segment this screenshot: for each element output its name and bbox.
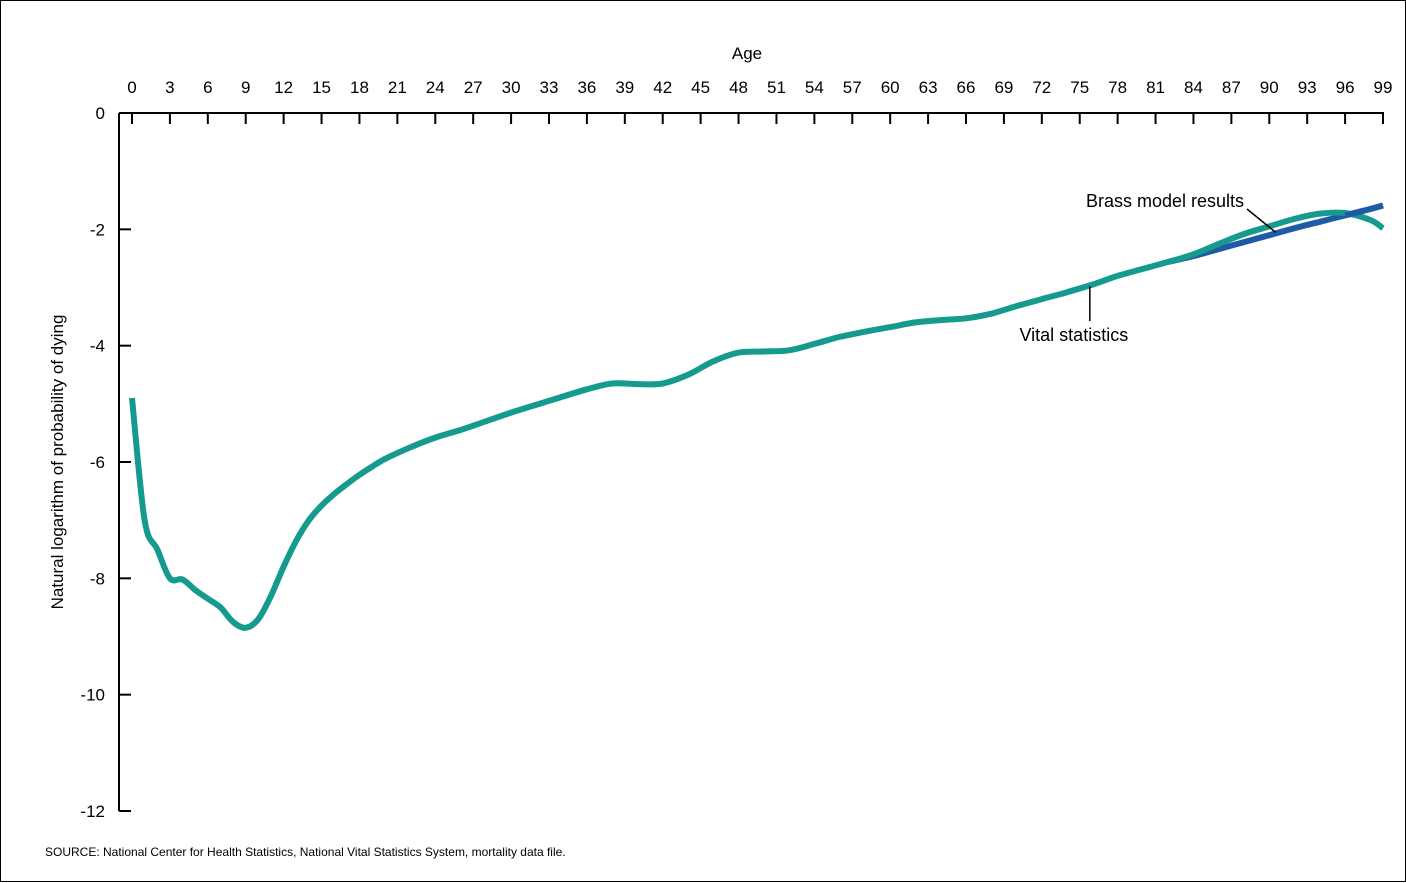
y-tick-label: -2: [90, 220, 105, 239]
x-tick-label: 72: [1032, 78, 1051, 97]
x-tick-label: 93: [1298, 78, 1317, 97]
annotation-brass-model-results: Brass model results: [1086, 191, 1244, 211]
series-line-brass-tail: [1344, 202, 1384, 219]
y-tick-label: -10: [80, 686, 105, 705]
x-tick-label: 30: [502, 78, 521, 97]
series-line-vital-statistics: [129, 209, 1385, 631]
x-tick-label: 6: [203, 78, 212, 97]
annotation-layer: Brass model results Vital statistics: [1019, 191, 1277, 345]
x-tick-label: 66: [957, 78, 976, 97]
x-tick-label: 24: [426, 78, 445, 97]
x-tick-label: 3: [165, 78, 174, 97]
axes: 0-2-4-6-8-10-120 3 6 9 12 15 18 21 24 27 30 33 36 39 4…: [80, 78, 1392, 821]
y-tick-label: -4: [90, 337, 105, 356]
x-tick-label: 48: [729, 78, 748, 97]
source-note: SOURCE: National Center for Health Stati…: [45, 845, 566, 859]
x-tick-label: 15: [312, 78, 331, 97]
y-tick-label: -6: [90, 453, 105, 472]
y-tick-label: -12: [80, 802, 105, 821]
x-tick-label: 60: [881, 78, 900, 97]
x-tick-label: 51: [767, 78, 786, 97]
y-tick-label: -8: [90, 569, 105, 588]
x-tick-label: 33: [540, 78, 559, 97]
x-tick-label: 75: [1070, 78, 1089, 97]
y-tick-label: 0: [96, 104, 105, 123]
x-tick-label: 81: [1146, 78, 1165, 97]
series-layer: [129, 202, 1385, 631]
x-tick-label: 84: [1184, 78, 1203, 97]
x-tick-label: 27: [464, 78, 483, 97]
x-tick-label: 21: [388, 78, 407, 97]
x-tick-label: 18: [350, 78, 369, 97]
annotation-leader-brass: [1246, 208, 1277, 233]
x-tick-label: 96: [1336, 78, 1355, 97]
x-tick-label: 9: [241, 78, 250, 97]
x-tick-label: 39: [615, 78, 634, 97]
x-axis-label: Age: [732, 44, 762, 63]
x-tick-label: 12: [274, 78, 293, 97]
y-axis-label: Natural logarithm of probability of dyin…: [48, 315, 67, 610]
x-tick-label: 90: [1260, 78, 1279, 97]
x-tick-label: 57: [843, 78, 862, 97]
x-tick-label: 0: [127, 78, 136, 97]
x-tick-label: 99: [1374, 78, 1393, 97]
x-tick-label: 69: [994, 78, 1013, 97]
x-tick-label: 87: [1222, 78, 1241, 97]
annotation-vital-statistics: Vital statistics: [1019, 325, 1128, 345]
x-tick-label: 36: [577, 78, 596, 97]
x-tick-label: 42: [653, 78, 672, 97]
x-tick-label: 63: [919, 78, 938, 97]
x-tick-label: 54: [805, 78, 824, 97]
x-tick-label: 78: [1108, 78, 1127, 97]
x-tick-label: 45: [691, 78, 710, 97]
